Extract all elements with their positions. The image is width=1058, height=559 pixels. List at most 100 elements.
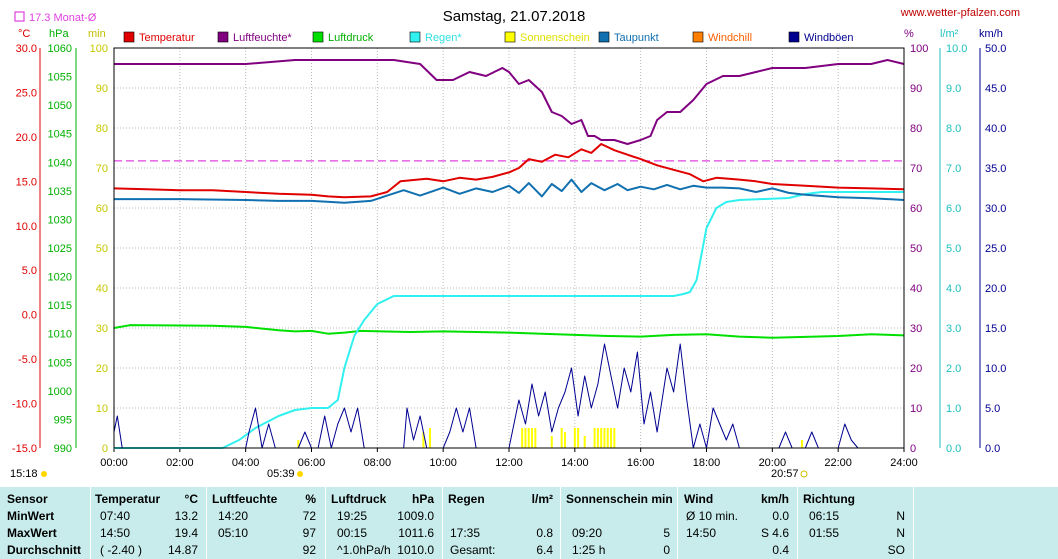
x-tick-label: 18:00 [693, 457, 721, 469]
stats-time-direction: 06:15 [809, 509, 840, 523]
sunshine-bar [534, 428, 537, 448]
percent-tick-label: 100 [910, 43, 928, 55]
dewpoint-line [114, 178, 905, 204]
percent-tick-label: 30 [910, 323, 922, 335]
minutes-tick-label: 40 [96, 283, 108, 295]
sunshine-bar [524, 428, 527, 448]
stats-value-humidity: 92 [302, 543, 316, 557]
legend-label: Sonnenschein [520, 32, 590, 44]
minutes-tick-label: 90 [96, 83, 108, 95]
sunshine-bar [531, 428, 534, 448]
pressure-tick-label: 990 [54, 443, 72, 455]
stats-column-separator [560, 487, 561, 559]
percent-tick-label: 80 [910, 123, 922, 135]
sunshine-bar [596, 428, 599, 448]
stats-time-pressure: 00:15 [337, 526, 368, 540]
stats-time-wind: 14:50 [686, 526, 717, 540]
weather-chart: Samstag, 21.07.2018 www.wetter-pfalzen.c… [10, 7, 1020, 480]
stats-header-pressure: Luftdruck [331, 492, 387, 506]
stats-unit-pressure: hPa [411, 492, 434, 506]
legend-swatch [598, 31, 610, 43]
stats-time-pressure: ^1.0hPa/h [337, 543, 391, 557]
stats-value-sunshine: 5 [663, 526, 670, 540]
percent-tick-label: 20 [910, 363, 922, 375]
stats-value-sunshine: 0 [663, 543, 670, 557]
rain-line [114, 191, 904, 449]
rain-tick-label: 9.0 [946, 83, 961, 95]
temp-tick-label: -15.0 [12, 443, 37, 455]
sunrise-icon [297, 471, 303, 477]
unit-temp: °C [18, 28, 30, 40]
stats-time-rain: Gesamt: [450, 543, 496, 557]
legend-swatch [504, 31, 516, 43]
pressure-tick-label: 995 [54, 414, 72, 426]
wind-tick-label: 0.0 [985, 443, 1000, 455]
stats-time-temperature: 14:50 [100, 526, 131, 540]
stats-column-separator [325, 487, 326, 559]
legend-label: Luftdruck [328, 32, 374, 44]
legend-swatch [692, 31, 704, 43]
axes: 30.0 25.0 20.0 15.0 10.0 5.0 0.0 -5.0 -10.0 -15.0… [12, 43, 1007, 469]
stats-value-wind: 0.4 [772, 543, 789, 557]
legend-label: Windchill [708, 32, 752, 44]
unit-pressure: hPa [49, 28, 69, 40]
rain-tick-label: 3.0 [946, 323, 961, 335]
stats-value-direction: N [896, 526, 905, 540]
minutes-tick-label: 20 [96, 363, 108, 375]
legend-swatch [409, 31, 421, 43]
stats-row-label: MaxWert [7, 526, 57, 540]
stats-value-temperature: 13.2 [174, 509, 198, 523]
sunshine-bar [577, 428, 580, 448]
percent-tick-label: 70 [910, 163, 922, 175]
legend-swatch [312, 31, 324, 43]
wind-tick-label: 5.0 [985, 403, 1000, 415]
stats-value-humidity: 72 [302, 509, 316, 523]
plot-frame [113, 47, 905, 449]
pressure-tick-label: 1005 [48, 357, 72, 369]
stats-column-separator [90, 487, 91, 559]
stats-column-separator [797, 487, 798, 559]
stats-column-separator [206, 487, 207, 559]
x-tick-label: 02:00 [166, 457, 194, 469]
minutes-tick-label: 100 [90, 43, 108, 55]
pressure-tick-label: 1030 [48, 214, 72, 226]
stats-unit-humidity: % [305, 492, 316, 506]
stats-header-rain: Regen [448, 492, 485, 506]
unit-rain: l/m² [940, 28, 959, 40]
percent-tick-label: 40 [910, 283, 922, 295]
temp-tick-label: -5.0 [18, 354, 37, 366]
rain-tick-label: 5.0 [946, 243, 961, 255]
stats-unit-temperature: °C [184, 492, 198, 506]
x-tick-label: 04:00 [232, 457, 260, 469]
chart-title: Samstag, 21.07.2018 [443, 8, 586, 25]
pressure-tick-label: 1010 [48, 329, 72, 341]
minutes-tick-label: 10 [96, 403, 108, 415]
stats-time-wind: Ø 10 min. [686, 509, 739, 523]
sunshine-bars [297, 428, 803, 448]
legend-label: Regen* [425, 32, 462, 44]
stats-value-rain: 6.4 [536, 543, 553, 557]
pressure-line [113, 324, 905, 339]
sunshine-bar [550, 436, 553, 448]
unit-percent: % [904, 28, 914, 40]
stats-panel: Sensor MinWert MaxWert Durchschnitt Temperat… [0, 487, 1058, 559]
x-tick-label: 12:00 [495, 457, 523, 469]
percent-tick-label: 60 [910, 203, 922, 215]
month-avg-label: 17.3 Monat-Ø [29, 12, 97, 24]
sunshine-bar [603, 428, 606, 448]
wind-tick-label: 15.0 [985, 323, 1006, 335]
wind-tick-label: 45.0 [985, 83, 1006, 95]
sunshine-bar [297, 440, 300, 448]
left-sun-icon [41, 471, 47, 477]
stats-time-temperature: 07:40 [100, 509, 131, 523]
stats-time-humidity: 14:20 [218, 509, 249, 523]
stats-value-wind: S 4.6 [760, 526, 789, 540]
temperature-line [113, 143, 905, 199]
stats-header-temperature: Temperatur [95, 492, 161, 506]
sunshine-bar [560, 428, 563, 448]
sunshine-bar [613, 428, 616, 448]
stats-time-pressure: 19:25 [337, 509, 368, 523]
stats-value-rain: 0.8 [536, 526, 553, 540]
stats-time-temperature: ( -2.40 ) [100, 543, 143, 557]
x-tick-label: 24:00 [890, 457, 918, 469]
